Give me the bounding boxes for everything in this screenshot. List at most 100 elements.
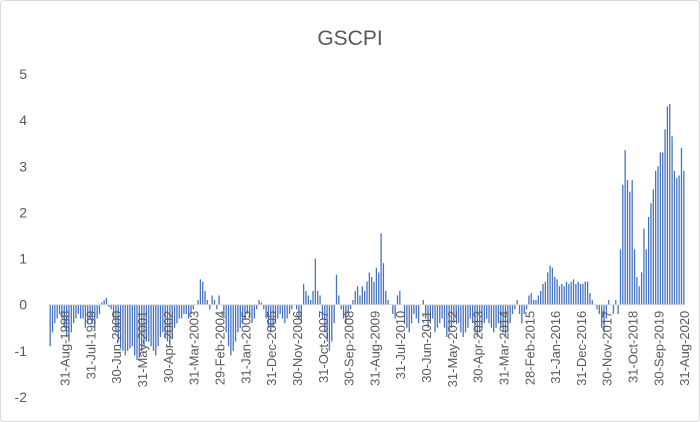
bar xyxy=(586,281,589,305)
bar xyxy=(436,304,439,328)
x-tick-label: 30-Sep-2008 xyxy=(342,311,357,386)
bar xyxy=(446,304,448,338)
bar xyxy=(180,304,183,319)
bar xyxy=(638,286,640,305)
bar xyxy=(51,304,54,333)
y-tick-label: 2 xyxy=(19,204,27,220)
bar xyxy=(166,304,169,342)
bar xyxy=(493,304,495,333)
bar xyxy=(443,304,446,328)
bar xyxy=(408,304,410,333)
bar xyxy=(467,304,469,328)
bar xyxy=(354,290,356,305)
bar xyxy=(601,304,603,328)
bar xyxy=(239,304,241,328)
bar xyxy=(636,277,638,305)
bar xyxy=(380,233,382,305)
bar xyxy=(77,304,79,314)
bar xyxy=(331,304,333,342)
bar xyxy=(680,147,683,305)
bar xyxy=(202,281,204,305)
bar xyxy=(394,304,396,319)
bar xyxy=(126,304,129,351)
y-tick-label: -2 xyxy=(15,389,28,405)
bar xyxy=(570,281,572,305)
bar xyxy=(183,304,185,314)
x-tick-label: 29-Feb-2004 xyxy=(212,311,227,385)
bar xyxy=(211,295,213,305)
bar xyxy=(192,304,194,310)
bar xyxy=(396,295,399,305)
bar xyxy=(453,304,455,324)
bar xyxy=(206,300,209,305)
bar xyxy=(631,180,633,305)
x-tick-label: 31-Mar-2014 xyxy=(496,311,511,385)
bar xyxy=(326,304,328,342)
bar xyxy=(241,304,244,324)
bar xyxy=(281,304,284,319)
bar xyxy=(359,295,361,305)
bar xyxy=(532,300,535,305)
x-tick-label: 31-May-2001 xyxy=(135,311,150,388)
bar xyxy=(143,304,145,347)
bar xyxy=(457,304,460,324)
bar xyxy=(579,283,582,305)
bar xyxy=(164,304,166,338)
bar xyxy=(633,249,636,305)
bar xyxy=(500,304,502,328)
x-tick-label: 30-Nov-2017 xyxy=(600,311,615,386)
bar xyxy=(110,304,112,310)
bar xyxy=(669,103,671,305)
x-tick-label: 31-May-2012 xyxy=(445,311,460,388)
bar xyxy=(387,300,389,305)
bar xyxy=(101,302,103,305)
y-tick-label: 3 xyxy=(19,158,27,174)
x-tick-label: 31-Oct-2007 xyxy=(316,311,331,383)
bar xyxy=(368,272,370,305)
bar xyxy=(530,293,532,305)
bar xyxy=(319,295,321,305)
bar xyxy=(216,304,218,310)
bar xyxy=(119,304,122,349)
x-tick-label: 31-Jan-2005 xyxy=(238,311,253,384)
bar xyxy=(542,283,544,305)
bar xyxy=(91,304,94,324)
bar xyxy=(204,290,206,305)
bar xyxy=(260,302,263,305)
bar xyxy=(298,304,300,319)
bar xyxy=(375,267,378,305)
bar xyxy=(439,304,441,324)
bar xyxy=(556,279,558,305)
x-tick-label: 31-Aug-2009 xyxy=(367,311,382,386)
bar-series xyxy=(49,103,685,361)
bar xyxy=(338,295,340,305)
bar xyxy=(549,265,551,305)
bar xyxy=(462,304,464,338)
bar xyxy=(422,300,424,305)
bar xyxy=(528,295,530,305)
bar xyxy=(596,304,598,310)
bar xyxy=(73,304,75,324)
x-axis-tick-labels: 31-Aug-1998 31-Jul-1999 30-Jun-2000 31-May-… xyxy=(58,311,693,388)
bar xyxy=(361,286,363,305)
bar xyxy=(509,304,511,324)
bar xyxy=(244,304,246,319)
x-tick-label: 31-Mar-2003 xyxy=(187,311,202,385)
bar xyxy=(105,297,108,305)
bar xyxy=(223,304,225,319)
bar xyxy=(511,304,514,314)
bar xyxy=(279,304,281,314)
bar xyxy=(80,304,82,319)
bar xyxy=(305,290,307,305)
bar xyxy=(486,304,488,319)
bar xyxy=(657,166,659,305)
bar xyxy=(507,304,509,333)
bar xyxy=(535,300,537,305)
bar xyxy=(645,249,647,305)
bar xyxy=(483,304,485,324)
bar xyxy=(155,304,157,356)
bar xyxy=(63,304,65,328)
bar xyxy=(84,304,87,328)
bar xyxy=(662,152,664,305)
